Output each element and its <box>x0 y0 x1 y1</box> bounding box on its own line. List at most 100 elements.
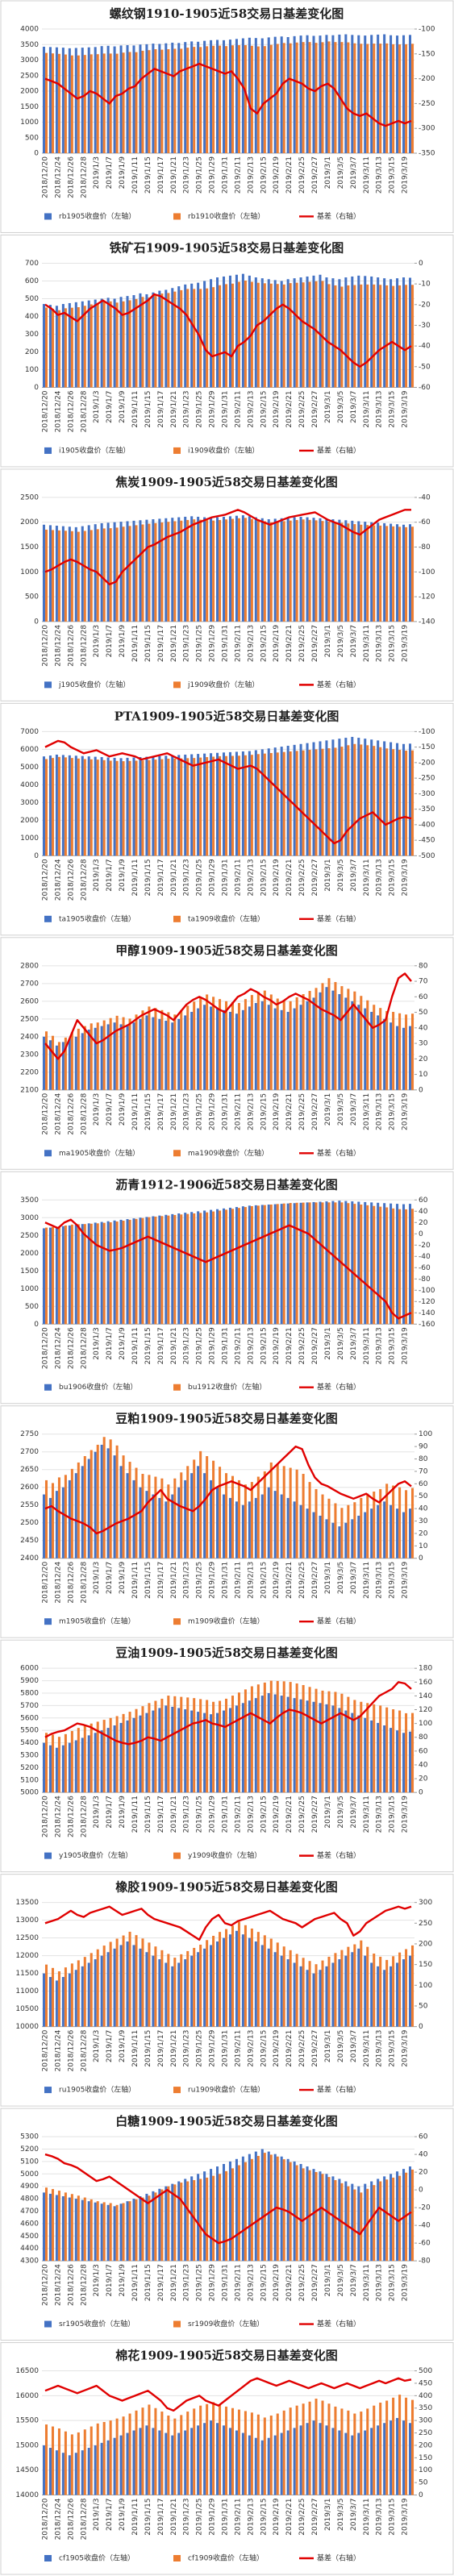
bar <box>141 1010 144 1090</box>
legend-label: 基差（右轴） <box>317 445 360 455</box>
bar <box>408 1955 412 2027</box>
y-tick-label: 3000 <box>20 1214 39 1222</box>
bar <box>370 739 373 856</box>
bar <box>113 2206 116 2262</box>
bar <box>203 1210 206 1325</box>
legend-label: 基差（右轴） <box>317 1382 360 1392</box>
x-tick-label: 2019/1/15 <box>144 2499 152 2536</box>
bar <box>87 1735 90 1793</box>
bar <box>357 1948 360 2027</box>
bar <box>109 1717 112 1793</box>
bar <box>383 522 386 622</box>
bar <box>96 1444 99 1559</box>
bar <box>254 1497 257 1559</box>
legend-swatch <box>44 1150 52 1157</box>
bar <box>325 1704 328 1793</box>
bar <box>244 1207 247 1325</box>
bar <box>263 1205 266 1325</box>
bar <box>139 1018 142 1090</box>
y2-tick-label: 0 <box>419 1554 423 1563</box>
bar <box>364 1512 367 1559</box>
bar <box>197 1712 200 1793</box>
bar <box>212 756 215 856</box>
x-tick-label: 2019/3/13 <box>376 859 384 896</box>
bar <box>216 1941 219 2027</box>
bar <box>61 1745 65 1793</box>
bar <box>83 1725 86 1793</box>
y2-tick-label: 150 <box>419 1961 432 1969</box>
x-tick-label: 2019/2/11 <box>234 1093 242 1130</box>
bar <box>148 50 151 153</box>
bar <box>241 38 244 153</box>
bar <box>206 46 209 154</box>
bar <box>106 522 110 622</box>
x-tick-label: 2018/12/28 <box>80 156 88 198</box>
bar <box>280 1204 283 1325</box>
bar <box>260 2149 264 2262</box>
bar <box>295 1469 298 1559</box>
bar <box>280 747 283 856</box>
bar <box>42 1228 45 1325</box>
bar <box>68 302 71 388</box>
bar <box>167 2186 170 2262</box>
x-tick-label: 2019/1/21 <box>170 1796 178 1833</box>
y2-tick-label: -10 <box>419 281 431 289</box>
bar <box>366 1493 369 1559</box>
bar <box>106 298 110 388</box>
y-tick-label: 2400 <box>20 1554 39 1563</box>
bar <box>171 288 174 388</box>
bar <box>100 1730 103 1793</box>
x-tick-label: 2019/3/1 <box>324 625 332 657</box>
bar <box>344 2432 348 2495</box>
y2-tick-label: -160 <box>419 1321 435 1329</box>
bar <box>81 755 84 856</box>
bar <box>344 1955 348 2027</box>
bar <box>109 1439 112 1559</box>
bar <box>96 302 99 388</box>
y-tick-label: 2600 <box>20 1484 39 1492</box>
bar <box>295 1683 298 1793</box>
bar <box>135 298 138 388</box>
x-tick-label: 2019/1/21 <box>170 156 178 194</box>
bar <box>210 279 213 388</box>
bar <box>250 518 253 622</box>
bar <box>254 38 257 153</box>
basis-line <box>44 739 412 845</box>
bar <box>171 755 174 856</box>
bar <box>145 44 148 153</box>
bar <box>216 2166 219 2262</box>
bar <box>158 2430 161 2495</box>
bar <box>241 1504 244 1559</box>
bar <box>106 45 110 153</box>
bar <box>389 523 393 622</box>
bar <box>145 1491 148 1559</box>
bar <box>293 1962 296 2027</box>
bar <box>312 997 315 1090</box>
x-tick-label: 2019/1/11 <box>131 156 140 194</box>
bar <box>173 2418 177 2495</box>
y-tick-label: 2100 <box>20 1086 39 1094</box>
x-tick-label: 2019/3/5 <box>337 2264 345 2296</box>
x-tick-label: 2019/3/7 <box>350 2264 358 2296</box>
bar <box>160 2189 164 2262</box>
bar <box>241 1934 244 2027</box>
bar <box>193 1698 196 1793</box>
bar <box>135 525 138 622</box>
basis-line <box>44 2153 412 2245</box>
y2-tick-label: -40 <box>419 343 431 351</box>
bar <box>325 518 328 622</box>
bar <box>68 48 71 154</box>
bar <box>402 1027 406 1090</box>
bar <box>366 1703 369 1793</box>
bar <box>260 518 264 622</box>
y-tick-label: 200 <box>25 348 39 356</box>
bar <box>411 2399 414 2495</box>
bar <box>61 48 65 153</box>
bar <box>295 2165 298 2262</box>
bar <box>83 1957 86 2027</box>
bar <box>222 1208 226 1325</box>
bar <box>113 1220 116 1325</box>
x-tick-label: 2019/3/13 <box>376 1796 384 1833</box>
y2-tick-label: -150 <box>419 50 435 58</box>
bar <box>141 1217 144 1325</box>
